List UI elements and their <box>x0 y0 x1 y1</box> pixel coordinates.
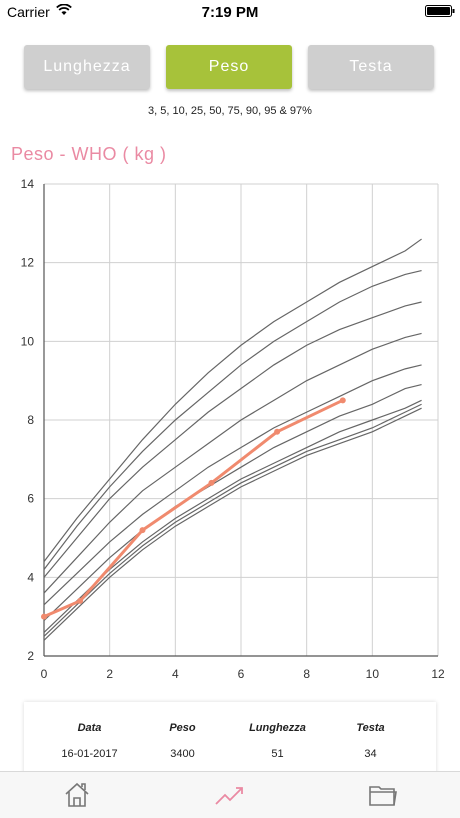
x-tick-label: 6 <box>238 667 245 681</box>
wifi-icon <box>56 4 72 15</box>
status-time: 7:19 PM <box>201 4 259 21</box>
row-lunghezza: 51 <box>271 748 284 760</box>
measurements-table: Data Peso Lunghezza Testa 16-01-2017 340… <box>24 702 436 778</box>
row-data: 16-01-2017 <box>61 748 118 760</box>
header-peso: Peso <box>169 722 196 734</box>
home-icon[interactable] <box>62 780 92 810</box>
tab-testa[interactable]: Testa <box>308 45 434 89</box>
percentile-line <box>43 384 422 622</box>
measurement-tabs: Lunghezza Peso Testa <box>24 45 436 91</box>
percentile-line <box>43 403 422 637</box>
tab-peso[interactable]: Peso <box>166 45 292 89</box>
data-point <box>41 613 47 620</box>
data-point <box>77 597 84 604</box>
percentile-line <box>43 407 422 641</box>
data-point <box>139 527 146 534</box>
header-lunghezza: Lunghezza <box>249 722 306 734</box>
header-testa: Testa <box>356 722 385 734</box>
y-tick-label: 8 <box>27 413 34 427</box>
bottom-tab-bar <box>0 771 460 818</box>
data-point <box>208 479 215 486</box>
x-tick-label: 12 <box>431 667 445 681</box>
status-bar: Carrier 7:19 PM <box>0 0 460 26</box>
percentile-line <box>43 332 422 594</box>
percentile-line <box>43 364 422 606</box>
y-tick-label: 4 <box>27 570 34 584</box>
row-testa: 34 <box>364 748 377 760</box>
percentile-line <box>43 301 422 578</box>
y-tick-label: 10 <box>21 334 35 348</box>
header-data: Data <box>77 722 102 734</box>
percentile-line <box>43 399 422 633</box>
data-point <box>339 397 346 404</box>
battery-icon <box>425 5 455 17</box>
percentile-line <box>43 238 422 562</box>
percentile-line <box>43 269 422 570</box>
folder-icon[interactable] <box>368 780 398 810</box>
chart-title: Peso - WHO ( kg ) <box>11 144 167 164</box>
tab-lunghezza[interactable]: Lunghezza <box>24 45 150 89</box>
x-tick-label: 0 <box>41 667 48 681</box>
x-tick-label: 10 <box>366 667 380 681</box>
table-header: Data Peso Lunghezza Testa <box>24 722 436 742</box>
x-tick-label: 2 <box>106 667 113 681</box>
chart-icon[interactable] <box>214 780 244 810</box>
data-point <box>274 428 281 435</box>
x-tick-label: 4 <box>172 667 179 681</box>
y-tick-label: 2 <box>27 649 34 663</box>
table-row[interactable]: 16-01-2017 3400 51 34 <box>24 748 436 768</box>
y-tick-label: 14 <box>21 177 35 191</box>
row-peso: 3400 <box>170 748 195 760</box>
x-tick-label: 8 <box>303 667 310 681</box>
child-weight-line <box>43 398 344 619</box>
y-tick-label: 12 <box>21 256 35 270</box>
y-tick-label: 6 <box>27 492 34 506</box>
carrier-label: Carrier <box>7 4 50 20</box>
percentiles-label: 3, 5, 10, 25, 50, 75, 90, 95 & 97% <box>148 105 312 117</box>
